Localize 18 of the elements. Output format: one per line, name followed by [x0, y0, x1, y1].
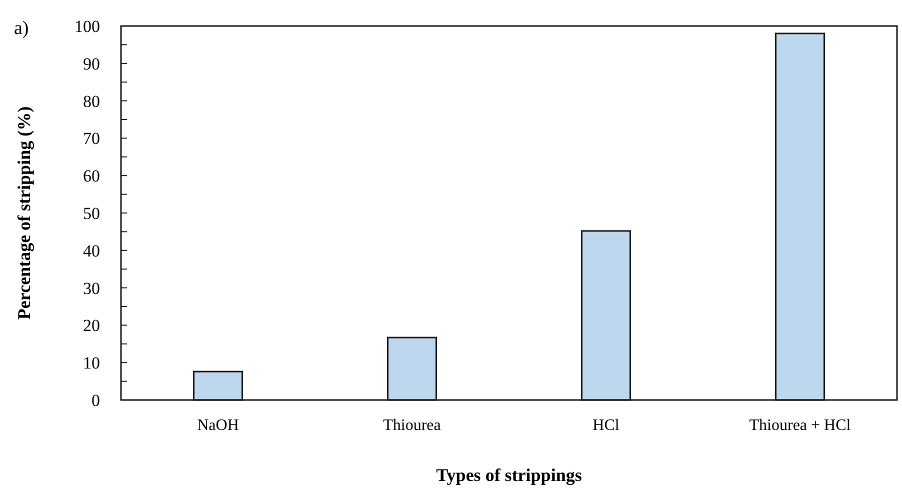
y-tick-label: 50 [83, 204, 100, 223]
text: a) [14, 18, 29, 39]
x-tick-label: Thiourea + HCl [749, 417, 852, 434]
x-axis-title: Types of strippings [436, 465, 582, 485]
x-tick-label: HCl [592, 417, 620, 434]
y-tick-label: 60 [83, 166, 100, 186]
y-tick-label: 100 [74, 16, 100, 36]
x-tick-label: Thiourea [383, 417, 441, 434]
y-tick-label: 80 [83, 92, 100, 111]
x-tick-label: NaOH [197, 417, 240, 434]
y-axis-title: Percentage of stripping (%) [14, 106, 34, 320]
y-tick-label: 70 [83, 129, 100, 148]
y-tick-label: 40 [83, 241, 100, 260]
y-tick-label: 90 [83, 54, 100, 74]
y-tick-label: 10 [83, 354, 100, 373]
y-tick-label: 0 [92, 390, 100, 410]
y-tick-label: 30 [83, 278, 100, 298]
y-tick-label: 20 [83, 316, 100, 336]
